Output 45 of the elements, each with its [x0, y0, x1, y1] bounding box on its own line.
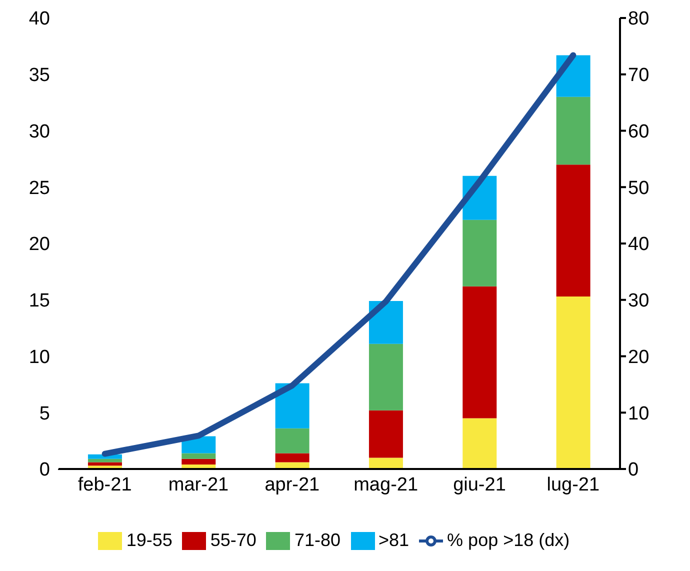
bar: [275, 453, 310, 462]
y2-tick-label: 0: [628, 460, 639, 481]
bar: [556, 164, 590, 296]
bar: [182, 458, 216, 464]
x-tick-label: lug-21: [546, 474, 600, 496]
y-tick-label: 40: [28, 8, 50, 30]
bar: [88, 462, 122, 466]
y2-tick-label: 10: [628, 403, 650, 424]
x-tick-label: giu-21: [453, 474, 506, 496]
x-tick-label: feb-21: [78, 474, 132, 496]
y-tick-label: 35: [28, 65, 50, 86]
y-tick-label: 30: [28, 121, 50, 142]
y-tick-label: 20: [28, 234, 50, 256]
x-tick-label: apr-21: [264, 474, 320, 496]
legend-label: 55-70: [210, 530, 256, 550]
y-tick-label: 5: [39, 403, 50, 424]
y2-tick-label: 60: [628, 121, 650, 142]
bar: [556, 96, 590, 165]
bar: [275, 383, 310, 428]
y-tick-label: 15: [28, 290, 50, 312]
y-tick-label: 10: [28, 346, 50, 368]
y-tick-label: 25: [28, 178, 50, 199]
bar: [556, 296, 590, 469]
y2-tick-label: 70: [628, 65, 650, 86]
legend-label: >81: [378, 530, 410, 550]
bar: [275, 428, 310, 454]
bar: [462, 220, 497, 286]
y2-tick-label: 30: [628, 290, 650, 312]
bar: [182, 453, 216, 459]
legend-label: 71-80: [294, 530, 340, 550]
legend-label: % pop >18 (dx): [447, 530, 570, 550]
bar: [462, 418, 497, 469]
x-tick-label: mar-21: [168, 474, 229, 496]
y2-tick-label: 80: [628, 8, 650, 30]
bar: [368, 344, 403, 410]
bar: [368, 301, 403, 344]
legend-label: 19-55: [126, 530, 172, 550]
bar: [462, 286, 497, 418]
y2-tick-label: 40: [628, 234, 650, 256]
y-tick-label: 0: [39, 460, 50, 481]
y2-tick-label: 50: [628, 178, 650, 199]
bar: [368, 458, 403, 469]
y2-tick-label: 20: [628, 346, 650, 368]
x-tick-label: mag-21: [354, 474, 418, 496]
bar: [368, 410, 403, 458]
